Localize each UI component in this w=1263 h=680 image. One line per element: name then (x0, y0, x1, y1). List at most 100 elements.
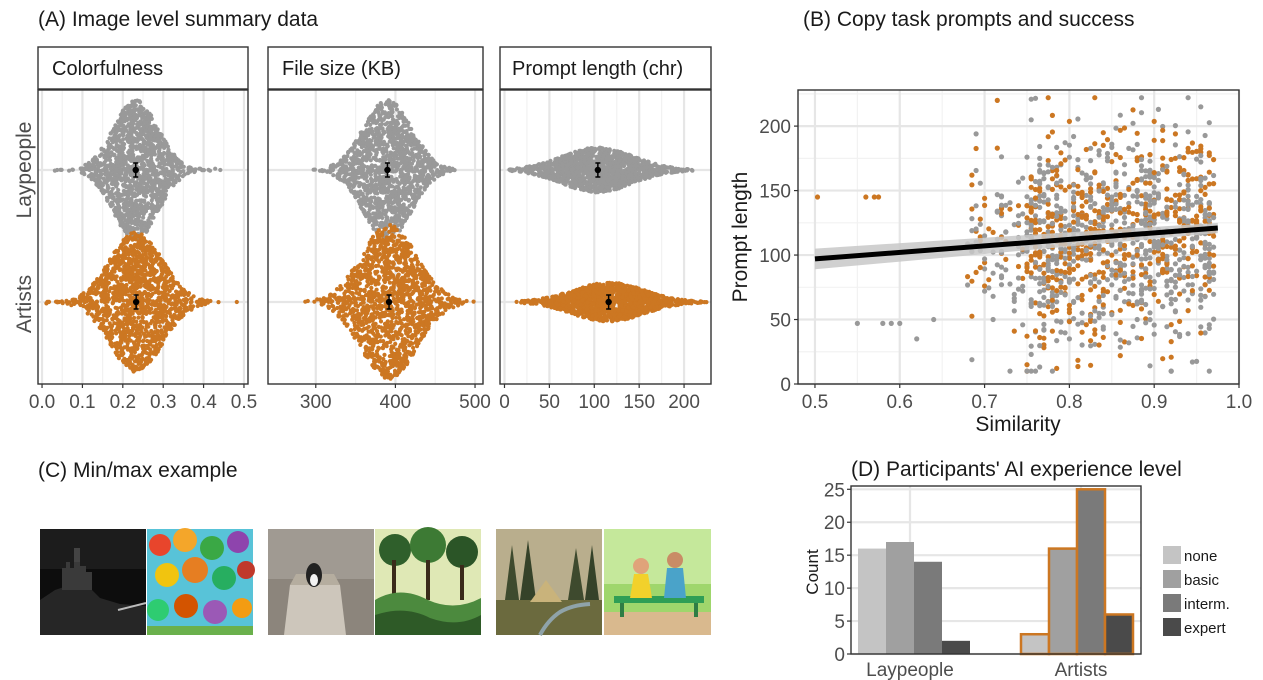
beeswarm-point (403, 190, 408, 195)
beeswarm-point (364, 123, 369, 128)
beeswarm-point (141, 346, 146, 352)
beeswarm-point (182, 172, 187, 177)
beeswarm-point (400, 220, 405, 225)
beeswarm-point (353, 140, 358, 146)
beeswarm-point (120, 353, 125, 358)
beeswarm-point (368, 139, 373, 144)
beeswarm-point (155, 157, 160, 162)
beeswarm-point (129, 173, 134, 178)
beeswarm-point (141, 161, 146, 166)
beeswarm-point (134, 130, 139, 135)
beeswarm-point (92, 318, 97, 324)
beeswarm-point (358, 189, 363, 194)
beeswarm-point (371, 114, 376, 119)
beeswarm-point (114, 160, 119, 165)
beeswarm-point (139, 329, 144, 334)
beeswarm-point (141, 119, 146, 124)
beeswarm-point (177, 178, 182, 183)
beeswarm-point (94, 290, 99, 295)
beeswarm-point (158, 307, 164, 313)
beeswarm-point (403, 208, 408, 213)
beeswarm-point (199, 297, 204, 302)
beeswarm-point (121, 322, 126, 327)
beeswarm-point (169, 314, 174, 319)
beeswarm-point (90, 176, 95, 181)
beeswarm-point (139, 297, 144, 302)
beeswarm-point (343, 167, 348, 172)
beeswarm-point (377, 170, 382, 176)
beeswarm-point (417, 164, 423, 169)
beeswarm-point (389, 161, 394, 166)
beeswarm-point (121, 255, 126, 260)
beeswarm-point (412, 200, 418, 205)
beeswarm-point (147, 256, 152, 261)
beeswarm-point (134, 184, 139, 189)
beeswarm-point (143, 226, 148, 231)
beeswarm-point (141, 215, 146, 220)
beeswarm-point (378, 167, 383, 172)
beeswarm-point (96, 285, 101, 290)
beeswarm-point (419, 290, 424, 295)
beeswarm-point (136, 279, 141, 284)
beeswarm-point (125, 277, 130, 282)
beeswarm-point (397, 150, 402, 155)
beeswarm-point (115, 341, 120, 346)
beeswarm-point (394, 197, 399, 202)
beeswarm-point (100, 181, 105, 186)
beeswarm-point (100, 316, 105, 322)
beeswarm-point (110, 317, 115, 322)
beeswarm-point (390, 110, 395, 115)
beeswarm-point (431, 161, 437, 166)
beeswarm-point (384, 215, 389, 220)
beeswarm-point (158, 183, 163, 188)
beeswarm-point (176, 168, 181, 173)
beeswarm-point (126, 328, 131, 333)
beeswarm-point (129, 231, 134, 236)
beeswarm-point (143, 209, 149, 214)
beeswarm-point (117, 326, 122, 331)
beeswarm-point (407, 135, 412, 140)
beeswarm-point (362, 130, 367, 135)
beeswarm-point (165, 298, 170, 304)
beeswarm-point (119, 162, 124, 167)
beeswarm-point (114, 313, 119, 318)
beeswarm-point (396, 200, 402, 205)
beeswarm-point (135, 249, 140, 254)
beeswarm-point (82, 300, 87, 305)
beeswarm-point (158, 298, 163, 303)
beeswarm-point (170, 274, 175, 279)
beeswarm-point (148, 293, 153, 298)
beeswarm-point (399, 155, 404, 160)
beeswarm-point (391, 157, 397, 162)
mean-point (132, 166, 139, 174)
beeswarm-point (123, 198, 128, 203)
beeswarm-point (135, 220, 140, 225)
beeswarm-point (70, 167, 75, 172)
beeswarm-point (138, 130, 143, 135)
beeswarm-point (113, 305, 118, 310)
beeswarm-point (146, 205, 151, 210)
beeswarm-point (108, 261, 113, 266)
beeswarm-point (129, 158, 134, 163)
beeswarm-point (131, 226, 136, 231)
beeswarm-point (370, 304, 376, 309)
beeswarm-point (373, 148, 378, 153)
beeswarm-point (140, 137, 145, 142)
beeswarm-point (141, 272, 146, 277)
beeswarm-point (373, 109, 378, 114)
beeswarm-point (384, 218, 389, 223)
beeswarm-point (145, 190, 150, 195)
beeswarm-point (150, 131, 155, 136)
beeswarm-point (331, 173, 336, 178)
beeswarm-point (159, 134, 164, 139)
beeswarm-point (129, 329, 134, 334)
beeswarm-point (374, 136, 380, 141)
beeswarm-point (121, 133, 126, 138)
beeswarm-point (149, 306, 154, 311)
strip-promptlength-bg (499, 46, 712, 90)
beeswarm-point (147, 116, 152, 121)
beeswarm-point (362, 198, 367, 203)
beeswarm-point (110, 186, 115, 191)
beeswarm-point (96, 317, 102, 323)
beeswarm-point (419, 168, 424, 173)
